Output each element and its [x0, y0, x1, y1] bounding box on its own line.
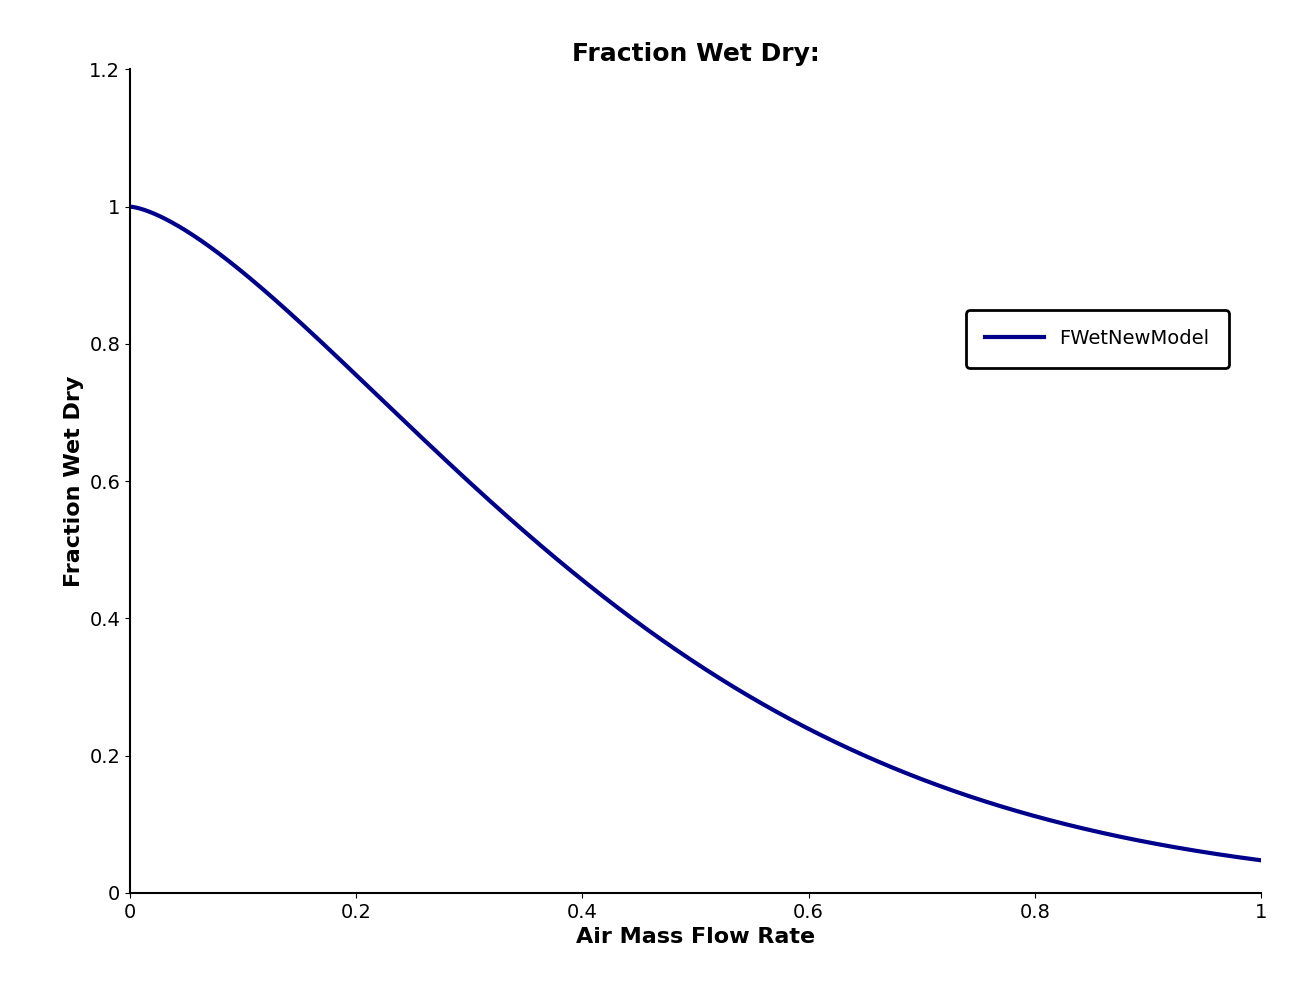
FWetNewModel — [1024, 809, 1040, 821]
X-axis label: Air Mass Flow Rate: Air Mass Flow Rate — [576, 928, 815, 947]
Title: Fraction Wet Dry:: Fraction Wet Dry: — [572, 42, 819, 66]
FWetNewModel — [620, 609, 636, 621]
FWetNewModel — [898, 768, 914, 780]
FWetNewModel — [1004, 804, 1019, 815]
FWetNewModel — [238, 269, 254, 281]
FWetNewModel — [122, 200, 138, 212]
Legend: FWetNewModel: FWetNewModel — [966, 310, 1228, 368]
FWetNewModel — [580, 578, 595, 590]
FWetNewModel — [1253, 854, 1269, 866]
Y-axis label: Fraction Wet Dry: Fraction Wet Dry — [64, 375, 83, 587]
Line: FWetNewModel: FWetNewModel — [130, 206, 1261, 860]
